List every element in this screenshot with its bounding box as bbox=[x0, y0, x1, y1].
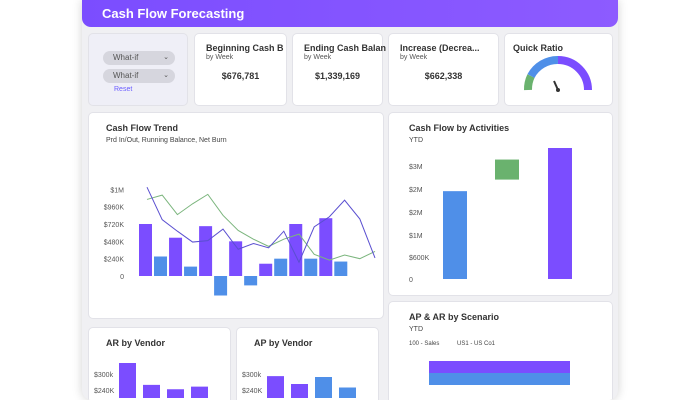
app-title: Cash Flow Forecasting bbox=[102, 6, 245, 21]
y-tick-label: $960K bbox=[104, 205, 125, 212]
what-if-label-1: What-if bbox=[113, 53, 139, 62]
chevron-down-icon: ⌄ bbox=[163, 54, 169, 61]
vendor-bar bbox=[167, 389, 184, 398]
y-tick-label: $240K bbox=[242, 388, 263, 395]
y-tick-label: $720K bbox=[104, 222, 125, 229]
y-tick-label: $1M bbox=[409, 233, 423, 240]
gauge-segment-green bbox=[524, 74, 535, 91]
kpi-subtitle: by Week bbox=[400, 54, 428, 61]
ar-vendor-chart: $300k $240K bbox=[94, 363, 208, 398]
chart-title: AP by Vendor bbox=[254, 338, 313, 348]
what-if-dropdown-1[interactable]: What-if ⌄ bbox=[103, 51, 175, 65]
y-tick-label: $1M bbox=[110, 187, 124, 194]
cash-flow-trend-card: Cash Flow Trend Prd In/Out, Running Bala… bbox=[88, 112, 384, 319]
kpi-card-increase: Increase (Decrea... by Week $662,338 bbox=[388, 33, 499, 106]
vendor-bar bbox=[315, 377, 332, 398]
y-tick-label: $240K bbox=[104, 257, 125, 264]
net-burn-line bbox=[146, 186, 376, 264]
y-tick-label: $2M bbox=[409, 210, 423, 217]
trend-bar-out bbox=[274, 258, 288, 276]
y-tick-label: $2M bbox=[409, 187, 423, 194]
chart-subtitle: YTD bbox=[409, 137, 423, 144]
kpi-card-beginning-cash: Beginning Cash B by Week $676,781 bbox=[194, 33, 287, 106]
trend-bar-out bbox=[244, 276, 258, 286]
vendor-bar bbox=[191, 386, 208, 398]
vendor-bar bbox=[143, 384, 160, 398]
trend-bar-in bbox=[319, 218, 333, 276]
y-tick-label: $600K bbox=[409, 255, 430, 262]
trend-bar-in bbox=[139, 223, 152, 276]
gauge-segment-blue bbox=[527, 55, 559, 79]
y-tick-label: $480K bbox=[104, 239, 125, 246]
vendor-bar bbox=[339, 387, 356, 398]
trend-bar-out bbox=[334, 261, 348, 276]
trend-bar-out bbox=[214, 276, 228, 296]
kpi-title: Ending Cash Balan bbox=[304, 43, 387, 53]
gauge-card-quick-ratio: Quick Ratio bbox=[504, 33, 613, 106]
legend-item-us1: US1 - US Co1 bbox=[457, 341, 496, 347]
kpi-title: Increase (Decrea... bbox=[400, 43, 480, 53]
trend-bar-in bbox=[199, 226, 213, 276]
kpi-value: $676,781 bbox=[221, 71, 260, 81]
dashboard-frame: Cash Flow Forecasting What-if ⌄ What-if … bbox=[82, 0, 618, 400]
chart-title: AR by Vendor bbox=[106, 338, 166, 348]
trend-bar-in bbox=[169, 237, 183, 276]
chart-title: Cash Flow by Activities bbox=[409, 123, 510, 133]
vendor-bar bbox=[119, 363, 136, 398]
kpi-subtitle: by Week bbox=[206, 54, 234, 61]
app-header: Cash Flow Forecasting bbox=[82, 0, 618, 27]
y-tick-label: $240K bbox=[94, 388, 115, 395]
slicer-panel: What-if ⌄ What-if ⌄ Reset bbox=[88, 33, 188, 106]
chart-title: Cash Flow Trend bbox=[106, 123, 179, 133]
kpi-value: $1,339,169 bbox=[314, 71, 361, 81]
chart-subtitle: Prd In/Out, Running Balance, Net Burn bbox=[106, 137, 227, 144]
trend-bar-in bbox=[289, 223, 303, 276]
chart-subtitle: YTD bbox=[409, 326, 423, 333]
kpi-value: $662,338 bbox=[424, 71, 463, 81]
chart-title: AP & AR by Scenario bbox=[409, 312, 500, 322]
trend-bar-out bbox=[304, 258, 318, 276]
activity-bar bbox=[548, 148, 572, 279]
y-tick-label: $300k bbox=[94, 372, 114, 379]
ap-vendor-chart: $300k $240K bbox=[242, 372, 356, 398]
ap-vendor-card: AP by Vendor $300k $240K bbox=[236, 327, 379, 400]
running-balance-line bbox=[146, 193, 376, 261]
activity-bar bbox=[495, 159, 519, 180]
scenario-bar-purple bbox=[429, 361, 570, 373]
kpi-subtitle: by Week bbox=[304, 54, 332, 61]
reset-link[interactable]: Reset bbox=[114, 86, 133, 93]
kpi-title: Beginning Cash B bbox=[206, 43, 284, 53]
chevron-down-icon: ⌄ bbox=[163, 72, 169, 79]
ar-vendor-card: AR by Vendor $300k $240K bbox=[88, 327, 231, 400]
gauge-title: Quick Ratio bbox=[513, 43, 564, 53]
ap-ar-scenario-card: AP & AR by Scenario YTD 100 - Sales US1 … bbox=[388, 301, 613, 400]
y-tick-label: 0 bbox=[409, 277, 413, 284]
gauge-segment-purple bbox=[557, 56, 592, 91]
cash-flow-trend-chart: $1M $960K $720K $480K $240K 0 bbox=[104, 186, 376, 296]
cash-flow-activities-card: Cash Flow by Activities YTD $3M $2M $2M $1M… bbox=[388, 112, 613, 296]
scenario-bar-blue bbox=[429, 373, 570, 385]
legend-item-sales: 100 - Sales bbox=[409, 341, 440, 347]
trend-bar-in bbox=[259, 263, 273, 276]
activity-bar bbox=[443, 191, 467, 279]
cash-flow-activities-chart: $3M $2M $2M $1M $600K 0 bbox=[409, 148, 572, 284]
trend-bar-out bbox=[154, 256, 167, 276]
what-if-dropdown-2[interactable]: What-if ⌄ bbox=[103, 69, 175, 83]
kpi-card-ending-cash: Ending Cash Balan by Week $1,339,169 bbox=[292, 33, 387, 106]
trend-bar-out bbox=[184, 266, 198, 276]
what-if-label-2: What-if bbox=[113, 71, 139, 80]
trend-bar-in bbox=[229, 241, 243, 276]
y-tick-label: $300k bbox=[242, 372, 262, 379]
y-tick-label: $3M bbox=[409, 164, 423, 171]
quick-ratio-gauge bbox=[524, 55, 592, 92]
vendor-bar bbox=[291, 384, 308, 398]
y-tick-label: 0 bbox=[120, 274, 124, 281]
vendor-bar bbox=[267, 376, 284, 398]
